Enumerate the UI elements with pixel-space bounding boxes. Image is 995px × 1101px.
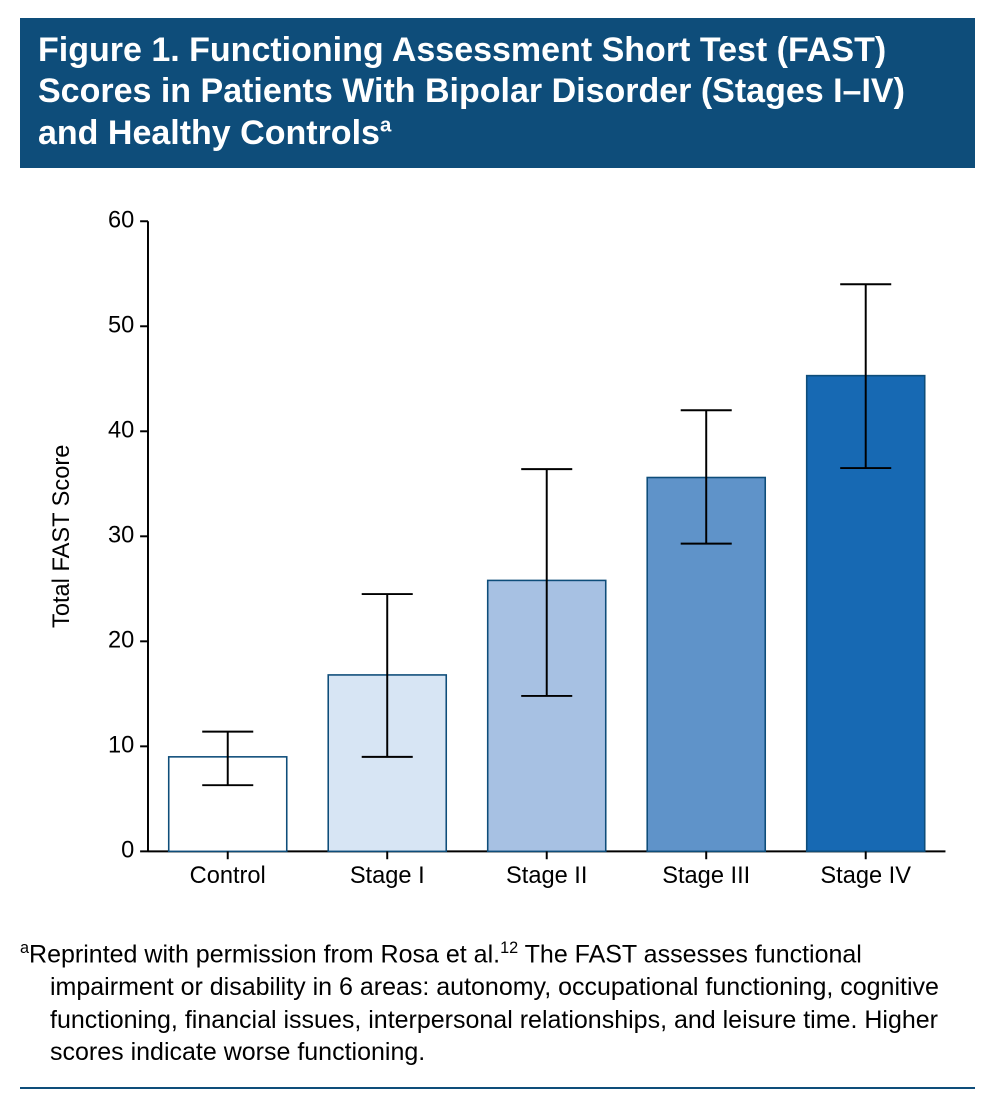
bar-chart: 0 10 20 30 40 50 60 Total FAST Score Control Stag… (20, 196, 975, 916)
y-tick-label: 60 (108, 208, 134, 234)
y-tick-label: 10 (108, 733, 134, 759)
y-axis-label: Total FAST Score (49, 445, 75, 628)
figure-title: Figure 1. Functioning Assessment Short T… (20, 18, 975, 168)
x-tick-label: Stage I (350, 863, 425, 889)
y-tick-label: 40 (108, 418, 134, 444)
x-tick-label: Control (190, 863, 266, 889)
y-tick-label: 20 (108, 628, 134, 654)
x-tick-label: Stage II (506, 863, 587, 889)
chart-area: 0 10 20 30 40 50 60 Total FAST Score Control Stag… (20, 168, 975, 934)
bottom-rule (20, 1087, 975, 1090)
y-tick-label: 30 (108, 523, 134, 549)
y-tick-label: 50 (108, 313, 134, 339)
figure-container: Figure 1. Functioning Assessment Short T… (0, 0, 995, 1101)
x-tick-label: Stage III (662, 863, 750, 889)
x-tick-label: Stage IV (820, 863, 911, 889)
figure-footnote: aReprinted with permission from Rosa et … (20, 934, 975, 1078)
y-tick-label: 0 (121, 838, 134, 864)
